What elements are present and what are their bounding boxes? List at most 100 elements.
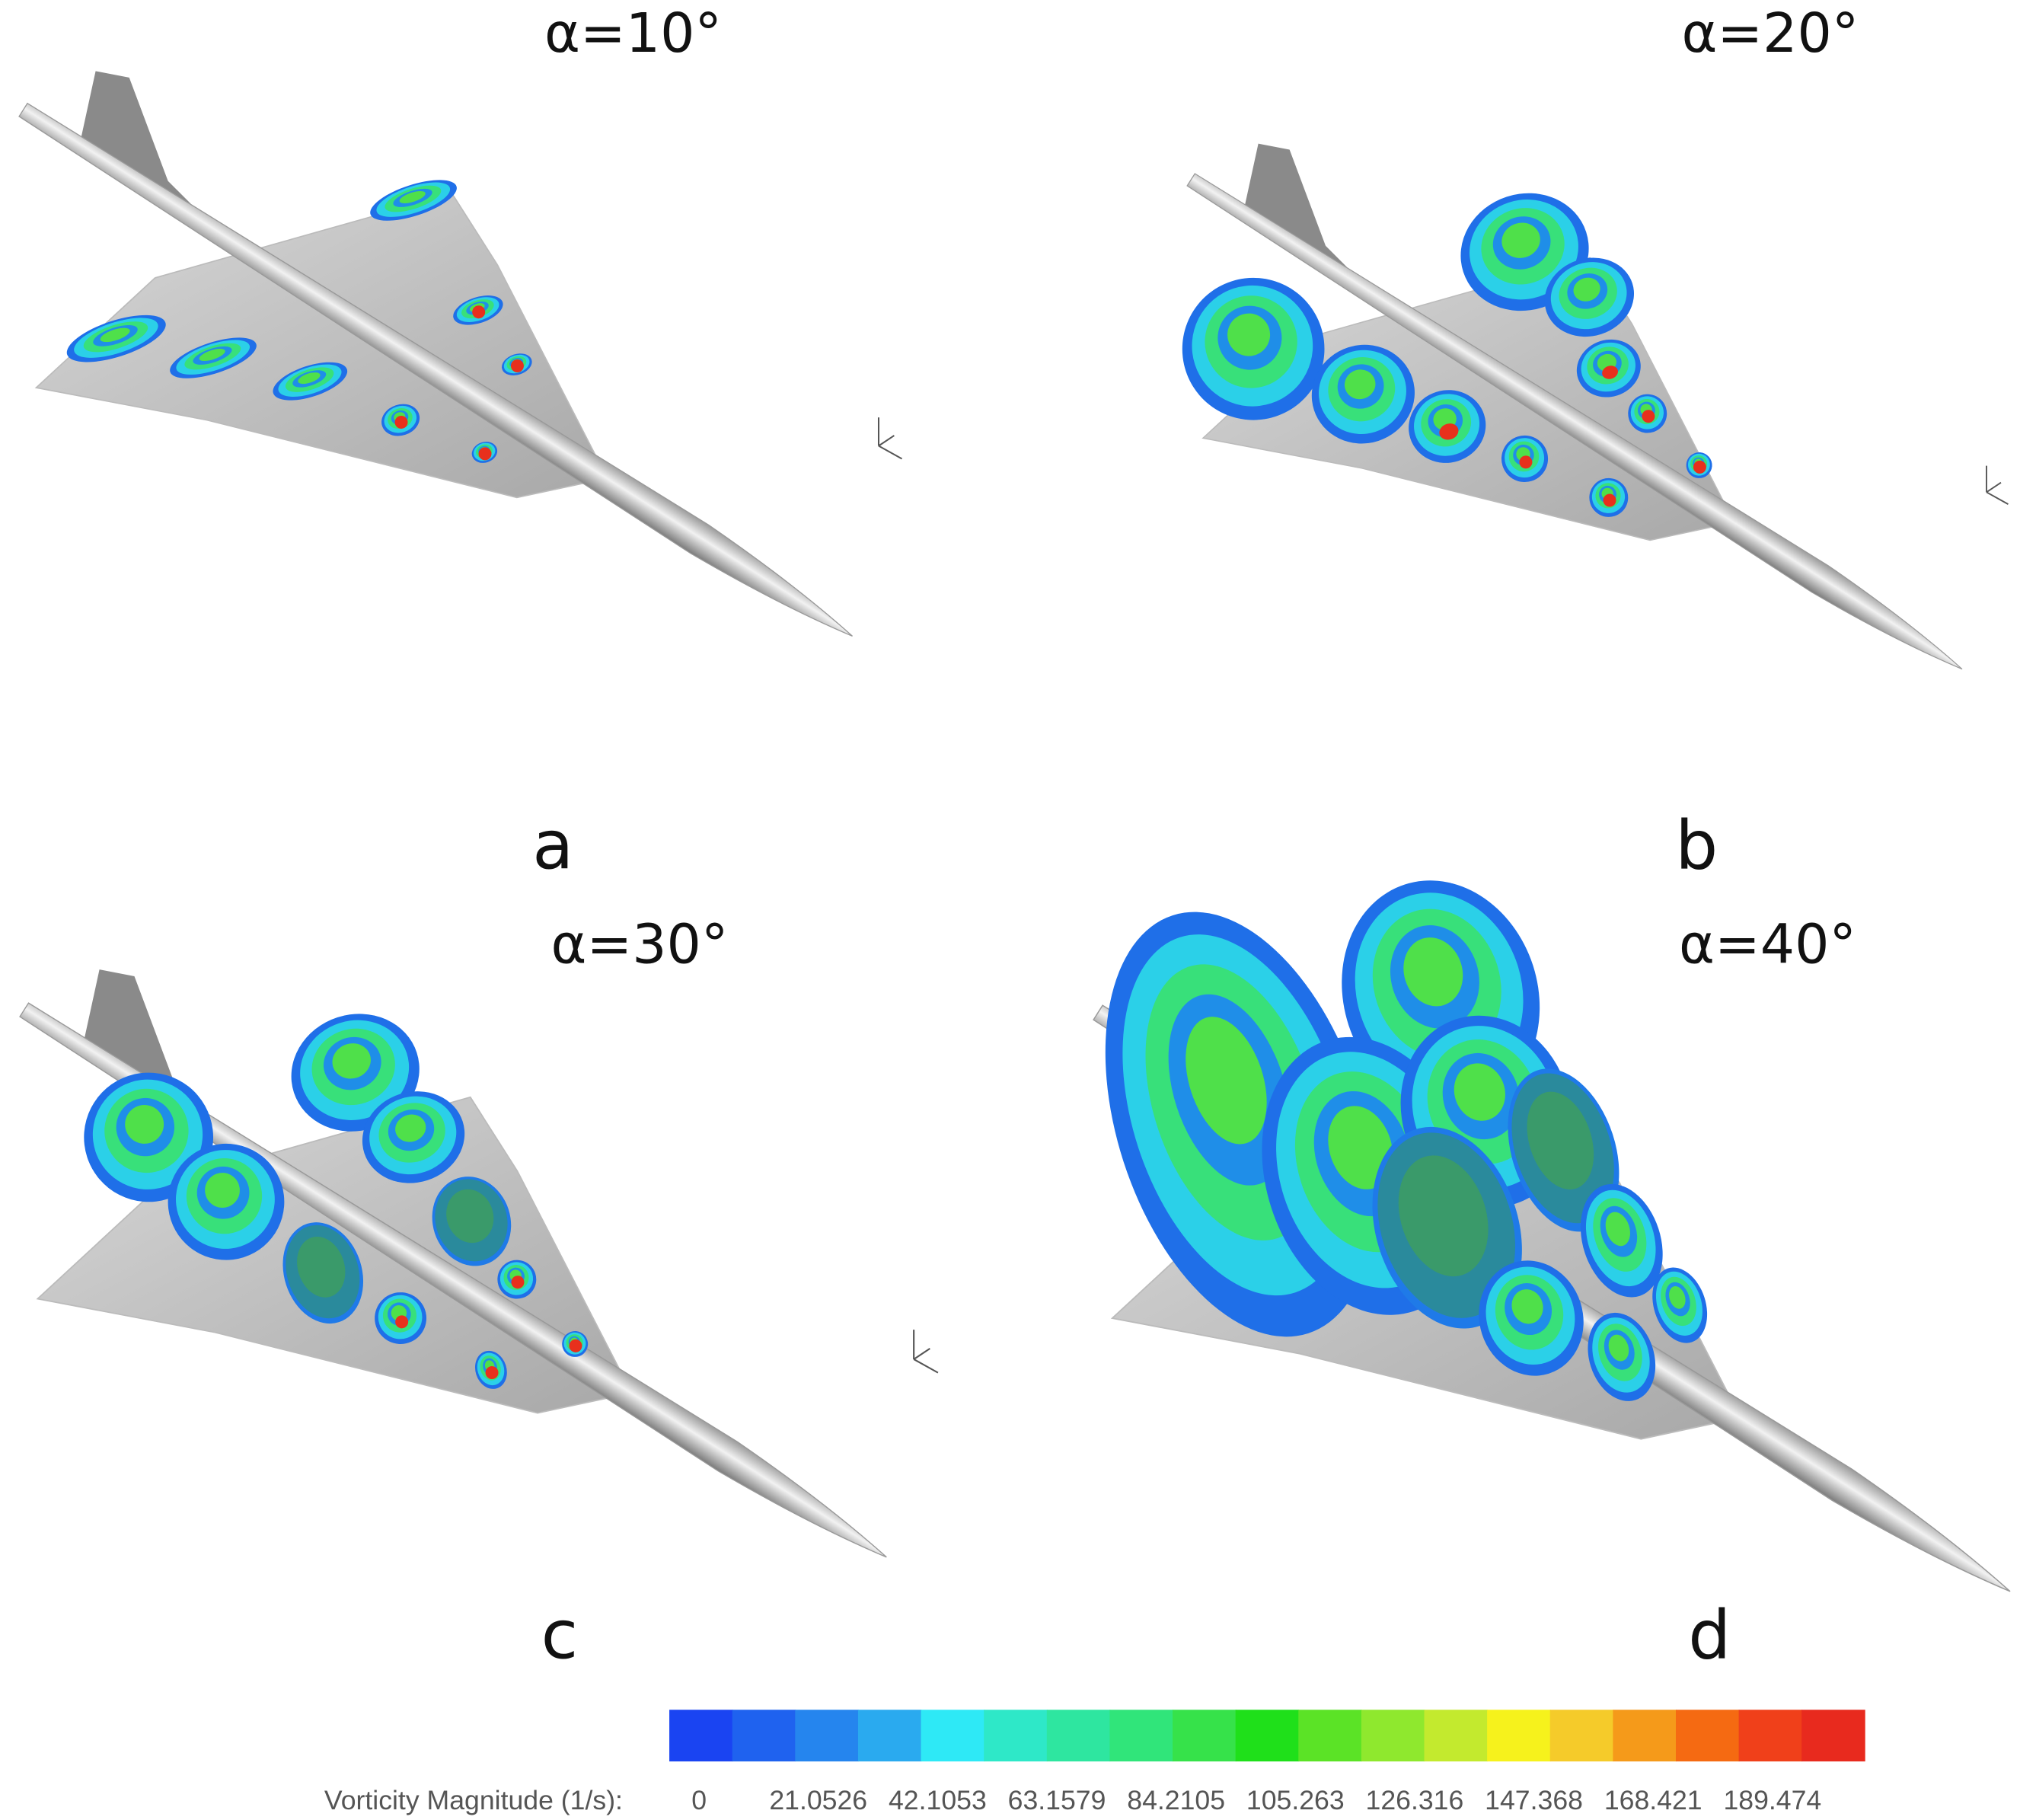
contour [1398, 1155, 1489, 1277]
core [1642, 410, 1655, 423]
core [1519, 455, 1533, 469]
vortex [170, 337, 257, 378]
core [472, 305, 486, 319]
vortex [1372, 1126, 1522, 1329]
vortex [370, 180, 457, 221]
colorbar-tick-label: 42.1053 [889, 1785, 987, 1815]
panel-angle: α=40° [1679, 912, 1856, 975]
vortex [1652, 1267, 1708, 1343]
vortex [453, 295, 503, 325]
vortex [362, 1091, 465, 1183]
contour [125, 1105, 164, 1144]
colorbar-tick-label: 63.1579 [1008, 1785, 1106, 1815]
aircraft [1186, 143, 2009, 670]
vortex [1501, 435, 1549, 483]
contour [199, 349, 225, 362]
fuselage-wrap [19, 1002, 887, 1558]
core [394, 415, 408, 429]
contour [1608, 1334, 1629, 1362]
vortex [1589, 477, 1629, 517]
colorbar-tick-label: 147.368 [1485, 1785, 1583, 1815]
vortex [1580, 1183, 1663, 1298]
panel-angle: α=10° [544, 2, 722, 65]
colorbar-swatch [1298, 1710, 1362, 1762]
contour [332, 1043, 371, 1079]
contour [1403, 937, 1463, 1007]
vortex [282, 1222, 364, 1324]
core [511, 1276, 525, 1289]
panel-label: a [532, 806, 573, 884]
vortex [1686, 452, 1712, 478]
axis [913, 1359, 939, 1374]
contour [1669, 1286, 1686, 1309]
panel-label: b [1675, 806, 1718, 884]
contour [399, 190, 426, 204]
vortex [1544, 257, 1635, 337]
contour [1344, 369, 1376, 400]
contour [1328, 1106, 1393, 1189]
fuselage-wrap [18, 102, 853, 637]
colorbar-tick-label: 105.263 [1246, 1785, 1345, 1815]
vortex [432, 1177, 512, 1266]
colorbar-swatch [1487, 1710, 1551, 1762]
core [1603, 493, 1616, 507]
axis-triad [1986, 465, 2009, 505]
vortex [381, 404, 420, 436]
aircraft [18, 71, 903, 637]
colorbar-tick-label: 0 [691, 1785, 707, 1815]
vortex [471, 442, 498, 463]
contour [1511, 1289, 1543, 1324]
axis [1986, 481, 2002, 493]
tail-fin [80, 71, 226, 239]
vortex [168, 1143, 285, 1260]
axis [913, 1347, 930, 1360]
vortex [1576, 339, 1641, 398]
vortex [84, 1072, 214, 1202]
fuselage [19, 1002, 887, 1558]
panel-label: d [1688, 1595, 1731, 1674]
colorbar-swatch [1738, 1710, 1803, 1762]
colorbar-swatch [669, 1710, 733, 1762]
contour [395, 1114, 426, 1142]
axis [878, 435, 895, 447]
core [478, 447, 492, 461]
core [1602, 366, 1618, 379]
vortex [66, 315, 166, 362]
fuselage [1186, 173, 1963, 670]
contour [298, 372, 321, 385]
contour [297, 1237, 346, 1298]
fuselage [18, 102, 853, 637]
colorbar-swatch [1046, 1710, 1111, 1762]
colorbar-title: Vorticity Magnitude (1/s): [324, 1785, 623, 1815]
colorbar-swatch [921, 1710, 985, 1762]
tail-fin [1243, 143, 1380, 300]
colorbar-swatch [1235, 1710, 1300, 1762]
core [395, 1315, 409, 1329]
core [485, 1366, 499, 1380]
colorbar-swatch [1173, 1710, 1237, 1762]
axis [1986, 491, 2009, 505]
contour [1454, 1063, 1505, 1121]
colorbar-tick-label: 168.421 [1604, 1785, 1702, 1815]
colorbar-swatch [795, 1710, 859, 1762]
panel-label: c [541, 1595, 579, 1674]
vortex [502, 353, 532, 375]
wing [34, 193, 608, 499]
aircraft-views [18, 71, 2011, 1592]
panel-angle: α=30° [551, 912, 729, 975]
colorbar-swatch [732, 1710, 796, 1762]
contour [446, 1189, 494, 1244]
core [569, 1339, 582, 1352]
core [1693, 460, 1706, 474]
vortex [375, 1292, 427, 1344]
contour [205, 1173, 240, 1208]
tail-fin [83, 969, 235, 1145]
contour [100, 327, 130, 343]
contour [1501, 222, 1540, 258]
core [1439, 423, 1459, 440]
contour [1227, 313, 1271, 356]
colorbar-swatch [1801, 1710, 1865, 1762]
aircraft [19, 969, 939, 1558]
fuselage-wrap [1186, 173, 1963, 670]
